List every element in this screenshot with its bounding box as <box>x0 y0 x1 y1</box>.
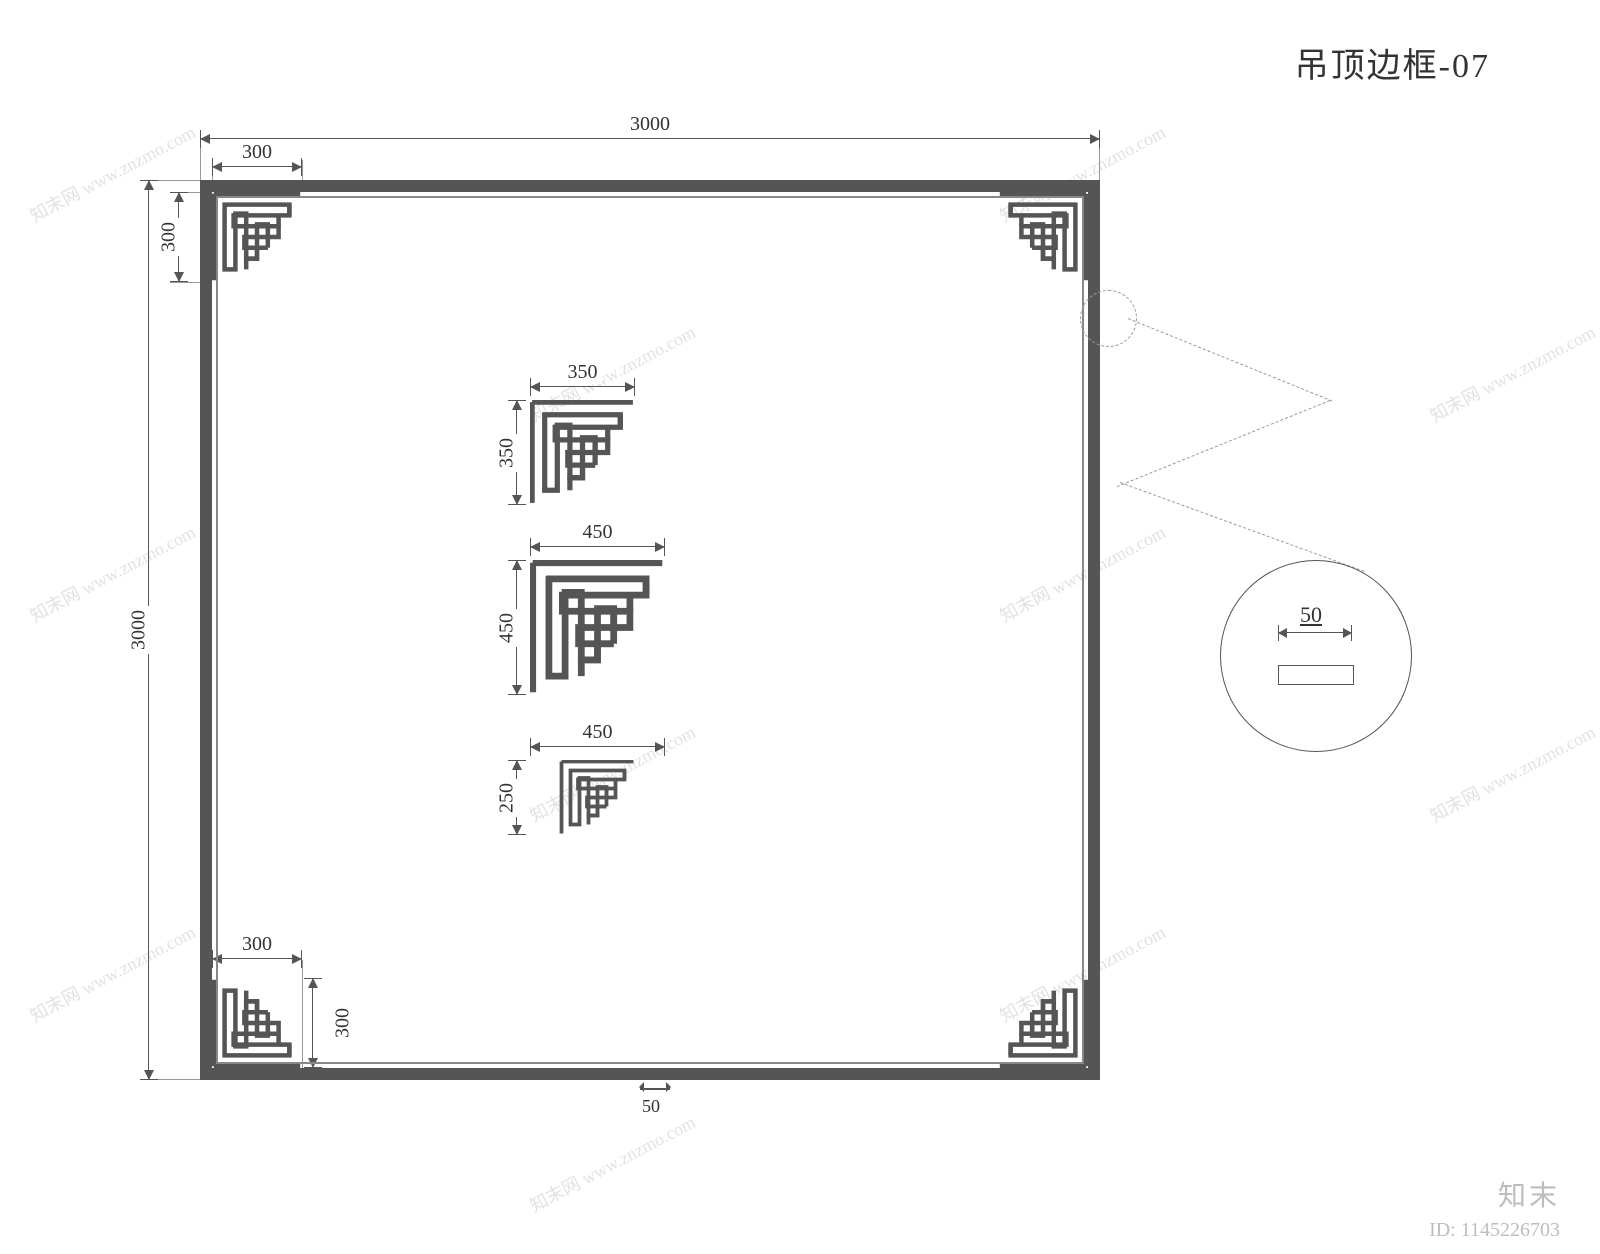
corner-ornament-br <box>998 978 1088 1068</box>
corner-ornament-tr <box>998 192 1088 282</box>
page-title: 吊顶边框-07 <box>1295 38 1490 87</box>
dim-label: 50 <box>642 1096 660 1117</box>
dim-alt1-h: 350 <box>516 400 517 505</box>
brand-watermark: 知末 <box>1498 1174 1560 1214</box>
detail-leader <box>1117 400 1331 487</box>
alt-corner-2 <box>530 560 665 695</box>
dim-label: 50 <box>1300 602 1322 628</box>
alt-corner-3 <box>530 760 665 835</box>
dim-alt3-h: 250 <box>516 760 517 835</box>
dim-left-overall: 3000 <box>148 180 149 1080</box>
drawing-page: 吊顶边框-07 知末网 www.znzmo.com 知末网 www.znzmo.… <box>0 0 1600 1254</box>
watermark: 知末网 www.znzmo.com <box>25 118 200 227</box>
resource-id: ID: 1145226703 <box>1429 1219 1560 1242</box>
watermark: 知末网 www.znzmo.com <box>1425 318 1600 427</box>
dim-alt2-w: 450 <box>530 546 665 547</box>
dim-alt2-h: 450 <box>516 560 517 695</box>
dim-corner-h-top: 300 <box>178 192 179 282</box>
dim-label: 450 <box>496 609 519 647</box>
dim-corner-w-top: 300 <box>212 166 302 167</box>
dim-label: 300 <box>158 218 181 256</box>
dim-alt3-w: 450 <box>530 746 665 747</box>
watermark: 知末网 www.znzmo.com <box>25 518 200 627</box>
dim-detail-50 <box>1278 632 1352 633</box>
detail-view-circle <box>1220 560 1412 752</box>
detail-leader <box>1128 318 1332 401</box>
ext-line <box>302 160 303 180</box>
alt-corner-1 <box>530 400 635 505</box>
dim-label: 250 <box>496 779 519 817</box>
dim-label: 3000 <box>626 113 674 136</box>
ext-line <box>170 282 200 283</box>
dim-label: 450 <box>579 521 617 544</box>
dim-frame-thickness <box>640 1088 670 1090</box>
detail-section-rect <box>1278 665 1354 685</box>
detail-leader <box>1120 482 1365 572</box>
watermark: 知末网 www.znzmo.com <box>25 918 200 1027</box>
dim-alt1-w: 350 <box>530 386 635 387</box>
dim-label: 300 <box>238 141 276 164</box>
dim-label: 350 <box>496 434 519 472</box>
dim-label: 450 <box>579 721 617 744</box>
corner-ornament-bl <box>212 978 302 1068</box>
corner-ornament-tl <box>212 192 302 282</box>
watermark: 知末网 www.znzmo.com <box>525 1108 700 1217</box>
dim-label: 350 <box>564 361 602 384</box>
watermark: 知末网 www.znzmo.com <box>1425 718 1600 827</box>
dim-top-overall: 3000 <box>200 138 1100 139</box>
dim-label: 3000 <box>128 606 151 654</box>
